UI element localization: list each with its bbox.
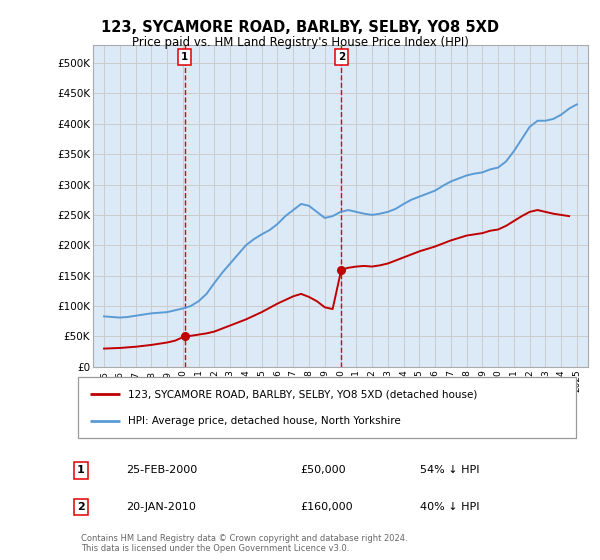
FancyBboxPatch shape: [78, 377, 576, 438]
Text: 25-FEB-2000: 25-FEB-2000: [126, 465, 197, 475]
Text: 123, SYCAMORE ROAD, BARLBY, SELBY, YO8 5XD (detached house): 123, SYCAMORE ROAD, BARLBY, SELBY, YO8 5…: [128, 389, 477, 399]
Text: Contains HM Land Registry data © Crown copyright and database right 2024.
This d: Contains HM Land Registry data © Crown c…: [81, 534, 407, 553]
Text: 1: 1: [77, 465, 85, 475]
Text: Price paid vs. HM Land Registry's House Price Index (HPI): Price paid vs. HM Land Registry's House …: [131, 36, 469, 49]
Text: 54% ↓ HPI: 54% ↓ HPI: [420, 465, 479, 475]
Text: 20-JAN-2010: 20-JAN-2010: [126, 502, 196, 512]
Text: £50,000: £50,000: [300, 465, 346, 475]
Text: 123, SYCAMORE ROAD, BARLBY, SELBY, YO8 5XD: 123, SYCAMORE ROAD, BARLBY, SELBY, YO8 5…: [101, 20, 499, 35]
Text: HPI: Average price, detached house, North Yorkshire: HPI: Average price, detached house, Nort…: [128, 416, 401, 426]
Text: 2: 2: [338, 52, 345, 62]
Text: £160,000: £160,000: [300, 502, 353, 512]
Text: 1: 1: [181, 52, 188, 62]
Text: 40% ↓ HPI: 40% ↓ HPI: [420, 502, 479, 512]
Text: 2: 2: [77, 502, 85, 512]
